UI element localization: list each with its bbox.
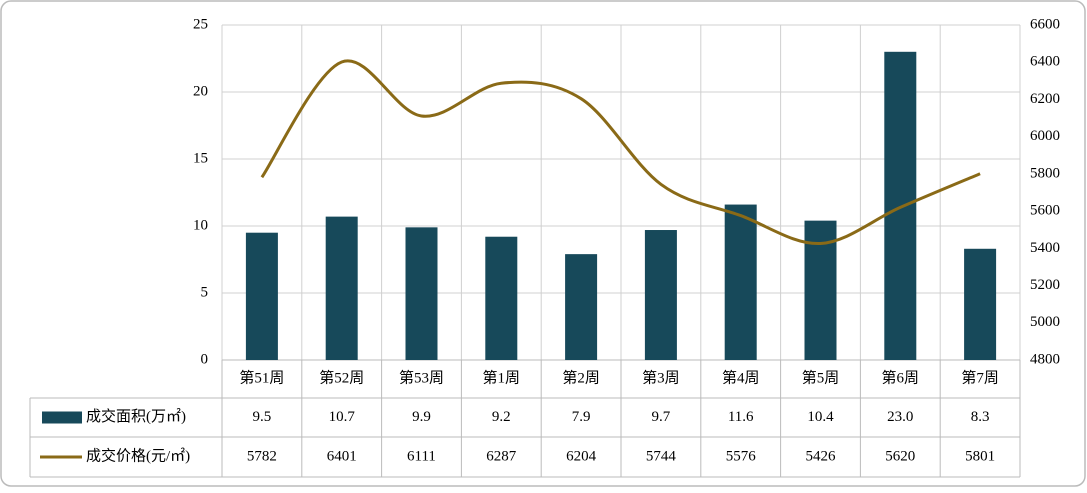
x-tick-label: 第1周: [483, 368, 521, 386]
table-value: 23.0: [887, 409, 913, 425]
y-tick-label: 5: [201, 284, 209, 300]
table-value: 6401: [327, 448, 357, 464]
legend-label: 成交价格(元/㎡): [86, 446, 190, 464]
table-value: 8.3: [971, 409, 990, 425]
bar: [565, 254, 598, 360]
bar: [405, 227, 438, 360]
bar: [724, 204, 757, 360]
table-value: 6287: [486, 448, 517, 464]
bar: [325, 216, 358, 360]
y2-tick-label: 5400: [1030, 240, 1060, 256]
y-tick-label: 15: [193, 150, 208, 166]
bar: [964, 248, 997, 360]
y-tick-label: 25: [193, 16, 208, 32]
bar: [644, 230, 677, 360]
y2-tick-label: 4800: [1030, 351, 1060, 367]
table-value: 10.4: [807, 409, 834, 425]
y2-tick-label: 5600: [1030, 203, 1060, 219]
x-tick-label: 第5周: [802, 368, 840, 386]
table-value: 5782: [247, 448, 277, 464]
x-tick-label: 第53周: [399, 368, 444, 386]
table-value: 6204: [566, 448, 597, 464]
y2-tick-label: 5000: [1030, 314, 1060, 330]
legend-label: 成交面积(万㎡): [86, 407, 186, 425]
table-value: 11.6: [728, 409, 754, 425]
table-value: 9.9: [412, 409, 431, 425]
table-value: 9.7: [652, 409, 671, 425]
bar: [485, 236, 518, 360]
table-value: 6111: [407, 448, 436, 464]
x-tick-label: 第3周: [642, 368, 680, 386]
x-tick-label: 第6周: [882, 368, 920, 386]
x-tick-label: 第7周: [961, 368, 999, 386]
bar: [245, 232, 278, 360]
table-value: 5801: [965, 448, 995, 464]
y2-tick-label: 6400: [1030, 54, 1060, 70]
y2-tick-label: 5800: [1030, 165, 1060, 181]
table-value: 5576: [726, 448, 757, 464]
x-tick-label: 第52周: [319, 368, 364, 386]
table-value: 9.5: [253, 409, 272, 425]
y-tick-label: 10: [193, 217, 208, 233]
table-value: 7.9: [572, 409, 591, 425]
table-value: 10.7: [329, 409, 356, 425]
table-value: 5426: [806, 448, 837, 464]
y2-tick-label: 6200: [1030, 91, 1060, 107]
x-tick-label: 第2周: [562, 368, 600, 386]
x-tick-label: 第4周: [722, 368, 760, 386]
y2-tick-label: 5200: [1030, 277, 1060, 293]
y2-tick-label: 6000: [1030, 128, 1060, 144]
legend-symbol: [42, 411, 82, 424]
table-value: 9.2: [492, 409, 511, 425]
x-tick-label: 第51周: [239, 368, 284, 386]
table-value: 5620: [885, 448, 915, 464]
y2-tick-label: 6600: [1030, 16, 1060, 32]
y-tick-label: 0: [201, 351, 209, 367]
table-value: 5744: [646, 448, 677, 464]
line: [260, 59, 981, 245]
y-tick-label: 20: [193, 83, 208, 99]
